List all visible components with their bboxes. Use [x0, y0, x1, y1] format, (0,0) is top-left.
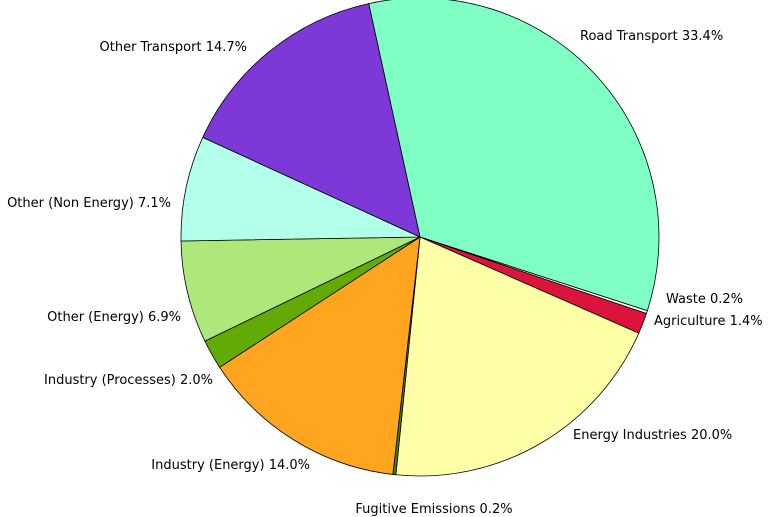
pie-slice-other-non-energy [180, 136, 421, 242]
pie-slice-energy-industries [395, 236, 640, 477]
pie-slice-other-transport [202, 3, 421, 238]
pie-slice-road-transport [368, 0, 660, 312]
slice-label-agriculture: Agriculture 1.4% [654, 314, 763, 329]
slice-label-energy-industries: Energy Industries 20.0% [573, 428, 732, 443]
pie-slices [180, 0, 660, 477]
pie-slice-industry-energy [219, 236, 421, 475]
slice-label-road-transport: Road Transport 33.4% [580, 29, 723, 44]
slice-label-other-transport: Other Transport 14.7% [100, 40, 247, 55]
pie-slice-other-energy [180, 236, 421, 342]
slice-label-industry-processes: Industry (Processes) 2.0% [44, 373, 213, 388]
slice-label-waste: Waste 0.2% [666, 292, 743, 307]
slice-label-other-energy: Other (Energy) 6.9% [47, 310, 181, 325]
pie-labels: Road Transport 33.4% Waste 0.2% Agricultur… [7, 29, 763, 517]
slice-label-industry-energy: Industry (Energy) 14.0% [151, 458, 310, 473]
slice-label-fugitive-emissions: Fugitive Emissions 0.2% [355, 502, 512, 517]
slice-label-other-non-energy: Other (Non Energy) 7.1% [7, 196, 171, 211]
